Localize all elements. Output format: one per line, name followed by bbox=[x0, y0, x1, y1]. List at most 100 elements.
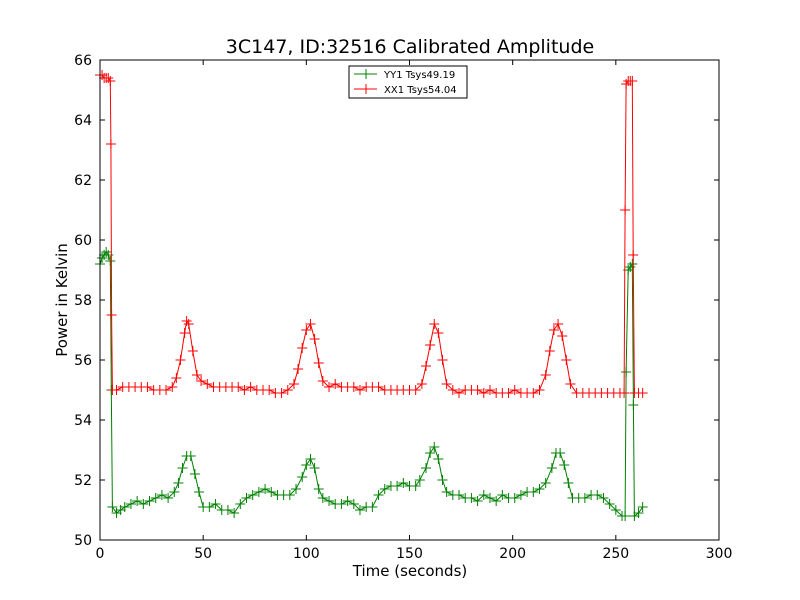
data-point bbox=[379, 484, 390, 494]
data-point bbox=[336, 499, 347, 509]
data-point bbox=[348, 499, 359, 509]
data-point bbox=[125, 499, 136, 509]
y-tick-label: 56 bbox=[74, 353, 92, 369]
data-point bbox=[196, 376, 207, 386]
data-point bbox=[105, 256, 116, 266]
data-point bbox=[144, 496, 155, 506]
data-point bbox=[555, 448, 566, 458]
data-point bbox=[598, 493, 609, 503]
data-point bbox=[373, 490, 384, 500]
data-point bbox=[478, 490, 489, 500]
data-point bbox=[260, 484, 271, 494]
data-point bbox=[410, 385, 421, 395]
data-point bbox=[175, 355, 186, 365]
data-point bbox=[563, 478, 574, 488]
data-point bbox=[253, 487, 264, 497]
data-point bbox=[245, 382, 256, 392]
data-point bbox=[497, 490, 508, 500]
data-point bbox=[247, 490, 258, 500]
y-tick-label: 64 bbox=[74, 113, 92, 129]
data-point bbox=[187, 346, 198, 356]
data-point bbox=[266, 487, 277, 497]
data-point bbox=[548, 325, 559, 335]
data-point bbox=[637, 502, 648, 512]
data-point bbox=[330, 379, 341, 389]
x-tick-label: 300 bbox=[706, 546, 733, 562]
data-point bbox=[540, 478, 551, 488]
data-point bbox=[392, 481, 403, 491]
data-point bbox=[324, 382, 335, 392]
data-point bbox=[317, 376, 328, 386]
data-point bbox=[177, 463, 188, 473]
data-point bbox=[472, 385, 483, 395]
data-point bbox=[194, 487, 205, 497]
data-point bbox=[305, 319, 316, 329]
data-point bbox=[398, 478, 409, 488]
data-point bbox=[202, 379, 213, 389]
y-tick-label: 52 bbox=[74, 473, 92, 489]
data-point bbox=[561, 355, 572, 365]
data-point bbox=[425, 340, 436, 350]
data-point bbox=[204, 502, 215, 512]
data-point bbox=[161, 385, 172, 395]
data-point bbox=[515, 490, 526, 500]
data-point bbox=[241, 493, 252, 503]
legend-marker bbox=[361, 84, 371, 94]
data-point bbox=[291, 484, 302, 494]
data-point bbox=[210, 499, 221, 509]
data-point bbox=[309, 463, 320, 473]
data-point bbox=[107, 502, 118, 512]
data-point bbox=[106, 310, 117, 320]
data-point bbox=[235, 499, 246, 509]
data-point bbox=[284, 490, 295, 500]
data-point bbox=[142, 382, 153, 392]
data-point bbox=[276, 388, 287, 398]
data-point bbox=[293, 364, 304, 374]
x-tick-label: 0 bbox=[96, 546, 105, 562]
y-tick-label: 50 bbox=[74, 533, 92, 549]
plot-area bbox=[100, 60, 719, 540]
data-point bbox=[627, 76, 638, 86]
data-point bbox=[185, 451, 196, 461]
data-point bbox=[592, 490, 603, 500]
data-point bbox=[264, 385, 275, 395]
data-point bbox=[620, 511, 631, 521]
data-point bbox=[421, 463, 432, 473]
data-point bbox=[305, 454, 316, 464]
data-point bbox=[544, 346, 555, 356]
y-tick-label: 54 bbox=[74, 413, 92, 429]
data-point bbox=[553, 319, 564, 329]
chart-title: 3C147, ID:32516 Calibrated Amplitude bbox=[226, 36, 594, 58]
data-point bbox=[239, 385, 250, 395]
data-point bbox=[491, 496, 502, 506]
x-tick-label: 50 bbox=[194, 546, 212, 562]
data-point bbox=[301, 460, 312, 470]
data-point bbox=[546, 463, 557, 473]
data-point bbox=[233, 382, 244, 392]
data-point bbox=[433, 454, 444, 464]
data-point bbox=[410, 481, 421, 491]
data-point bbox=[472, 496, 483, 506]
data-point bbox=[619, 388, 630, 398]
data-point bbox=[416, 379, 427, 389]
data-point bbox=[297, 472, 308, 482]
data-point bbox=[429, 319, 440, 329]
data-point bbox=[627, 259, 638, 269]
data-point bbox=[484, 385, 495, 395]
data-point bbox=[150, 493, 161, 503]
data-point bbox=[620, 205, 631, 215]
data-point bbox=[354, 385, 365, 395]
data-point bbox=[169, 487, 180, 497]
data-point bbox=[309, 334, 320, 344]
data-point bbox=[633, 508, 644, 518]
y-axis-label: Power in Kelvin bbox=[53, 243, 71, 357]
data-point bbox=[191, 370, 202, 380]
data-point bbox=[105, 76, 116, 86]
data-point bbox=[421, 361, 432, 371]
data-point bbox=[454, 490, 465, 500]
x-tick-label: 150 bbox=[396, 546, 423, 562]
data-point bbox=[301, 325, 312, 335]
x-tick-label: 100 bbox=[293, 546, 320, 562]
